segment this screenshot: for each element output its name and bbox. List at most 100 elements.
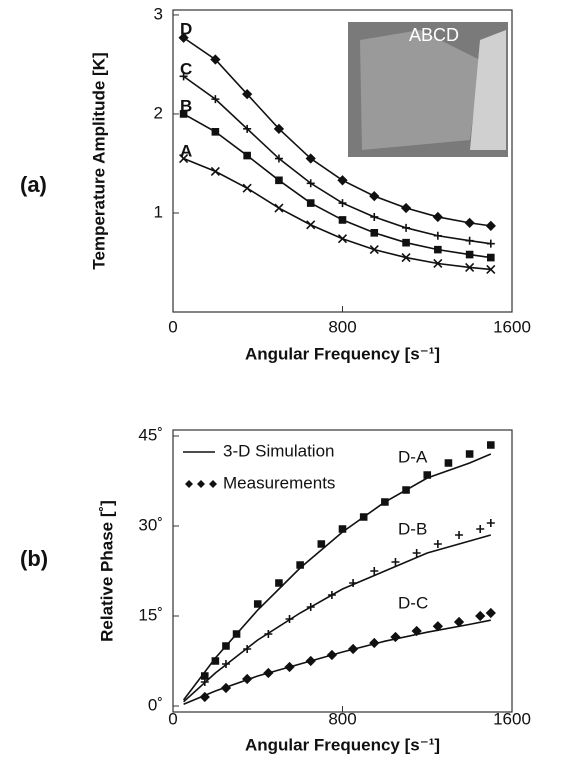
data-marker <box>465 236 474 245</box>
x-tick-label: 1600 <box>493 709 531 728</box>
data-marker <box>274 203 284 213</box>
data-marker <box>390 631 401 643</box>
series-label: B <box>180 96 192 115</box>
data-marker <box>337 175 348 186</box>
data-marker <box>369 191 380 202</box>
data-marker <box>423 471 432 479</box>
series-label: D-B <box>398 519 427 538</box>
data-marker <box>275 176 283 185</box>
data-marker <box>381 498 389 506</box>
y-tick-label: 0˚ <box>148 695 163 714</box>
data-marker <box>211 95 220 104</box>
data-marker <box>200 672 209 680</box>
x-tick-label: 1600 <box>493 317 531 336</box>
data-marker <box>370 212 379 221</box>
data-marker <box>263 667 274 679</box>
data-marker <box>200 678 209 686</box>
data-marker <box>434 245 442 254</box>
data-marker <box>349 579 358 587</box>
data-marker <box>338 199 347 208</box>
data-marker <box>179 72 188 81</box>
y-tick-label: 1 <box>154 202 163 221</box>
data-marker <box>264 630 273 638</box>
data-marker <box>317 540 326 548</box>
y-tick-label: 45˚ <box>138 425 163 444</box>
data-marker <box>400 202 412 214</box>
data-marker <box>232 630 241 638</box>
data-marker <box>402 486 410 494</box>
data-marker <box>485 220 496 231</box>
data-marker <box>370 567 379 575</box>
data-marker <box>306 220 316 230</box>
data-marker <box>433 231 442 240</box>
data-marker <box>391 558 400 566</box>
data-marker <box>475 610 486 622</box>
legend-marker <box>209 480 217 488</box>
data-marker <box>369 245 379 255</box>
data-marker <box>465 262 475 273</box>
data-marker <box>243 124 252 133</box>
data-marker <box>402 223 411 232</box>
data-marker <box>465 450 474 458</box>
y-tick-label: 15˚ <box>138 605 163 624</box>
data-marker <box>285 615 294 623</box>
data-marker <box>273 123 285 134</box>
data-marker <box>338 525 347 533</box>
data-marker <box>305 153 316 164</box>
x-tick-label: 0 <box>168 317 177 336</box>
data-marker <box>453 616 465 628</box>
data-marker <box>179 110 188 118</box>
data-marker <box>444 459 453 467</box>
series-label: D-C <box>398 593 428 612</box>
data-marker <box>486 519 495 527</box>
series-line <box>183 157 491 271</box>
data-marker <box>412 549 421 557</box>
data-marker <box>433 540 442 548</box>
data-marker <box>347 643 359 655</box>
y-axis-label: Relative Phase [˚] <box>97 500 116 642</box>
data-marker <box>370 228 379 237</box>
legend-label: 3-D Simulation <box>223 441 335 460</box>
y-tick-label: 3 <box>154 4 163 23</box>
data-marker <box>253 600 262 608</box>
data-marker <box>210 54 221 65</box>
legend-marker <box>185 480 193 488</box>
inset-label: ABCD <box>409 25 459 45</box>
data-marker <box>401 252 411 263</box>
data-marker <box>306 179 315 188</box>
x-tick-label: 800 <box>328 317 356 336</box>
data-marker <box>359 513 368 521</box>
data-marker <box>338 216 347 224</box>
data-marker <box>211 657 220 665</box>
data-marker <box>327 591 336 599</box>
legend-marker <box>197 480 205 488</box>
x-tick-label: 0 <box>168 709 177 728</box>
legend-label: Measurements <box>223 473 335 492</box>
data-marker <box>485 607 496 619</box>
series-line <box>183 619 491 705</box>
data-marker <box>243 645 252 653</box>
data-marker <box>296 561 304 569</box>
plot-frame <box>172 429 513 713</box>
data-marker <box>274 154 283 163</box>
data-marker <box>369 637 380 649</box>
data-marker <box>178 32 189 43</box>
data-marker <box>402 238 410 247</box>
data-marker <box>464 217 475 229</box>
data-marker <box>211 127 220 136</box>
series-label: D-A <box>398 447 428 466</box>
data-marker <box>179 153 189 164</box>
y-tick-label: 30˚ <box>138 515 163 534</box>
data-marker <box>411 625 422 637</box>
data-marker <box>433 258 443 269</box>
data-marker <box>220 682 232 694</box>
data-marker <box>326 649 338 661</box>
y-axis-label: Temperature Amplitude [K] <box>89 52 108 269</box>
data-marker <box>242 673 253 685</box>
data-marker <box>486 264 496 274</box>
data-marker <box>306 199 315 207</box>
panel-label: (b) <box>20 546 48 571</box>
data-marker <box>337 234 348 244</box>
data-marker <box>222 642 230 650</box>
